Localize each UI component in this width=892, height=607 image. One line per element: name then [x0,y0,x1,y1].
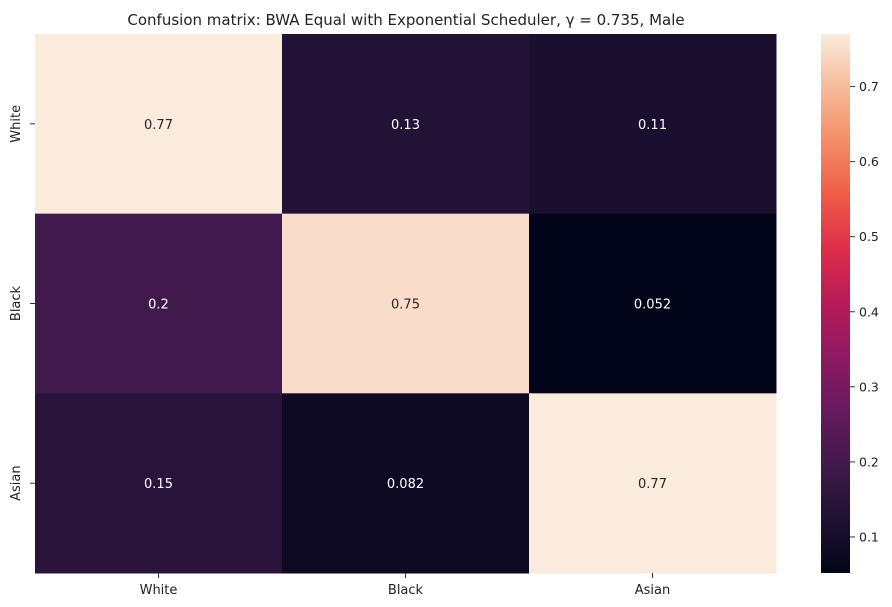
x-tick-label: Asian [635,583,670,598]
colorbar-gradient [821,34,850,573]
y-tick-label: White [9,105,24,143]
cell-value-label: 0.052 [634,298,671,313]
cell-value-label: 0.082 [387,477,424,492]
heatmap-cell [35,213,283,394]
x-axis: White Black Asian [140,573,670,598]
colorbar-tick-label: 0.6 [859,154,879,169]
colorbar-tick-label: 0.7 [859,79,879,94]
cell-value-label: 0.77 [144,118,173,133]
cell-value-label: 0.75 [391,298,420,313]
chart-title: Confusion matrix: BWA Equal with Exponen… [127,11,684,29]
heatmap-cell [282,34,530,215]
cell-value-label: 0.11 [638,118,667,133]
cell-value-label: 0.2 [148,298,169,313]
colorbar-tick-label: 0.5 [859,229,879,244]
heatmap-cell [282,393,530,574]
colorbar-tick-label: 0.1 [859,529,879,544]
heatmap-cell [529,34,777,215]
colorbar: 0.1 0.2 0.3 0.4 0.5 0.6 0.7 [821,34,879,573]
cell-value-label: 0.77 [638,477,667,492]
y-axis: White Black Asian [9,105,35,501]
y-tick-label: Black [9,285,24,321]
colorbar-tick-label: 0.4 [859,304,879,319]
heatmap-cell [35,34,283,215]
heatmap-cell [529,213,777,394]
colorbar-tick-label: 0.3 [859,379,879,394]
heatmap-cell [282,213,530,394]
y-tick-label: Asian [9,465,24,500]
heatmap-cell [35,393,283,574]
x-tick-label: Black [388,583,424,598]
cell-labels: 0.77 0.13 0.11 0.2 0.75 0.052 0.15 0.082 0.77 [144,118,671,492]
x-tick-label: White [140,583,178,598]
heatmap-cells [35,34,777,574]
cell-value-label: 0.15 [144,477,173,492]
colorbar-tick-label: 0.2 [859,454,879,469]
cell-value-label: 0.13 [391,118,420,133]
heatmap-cell [529,393,777,574]
